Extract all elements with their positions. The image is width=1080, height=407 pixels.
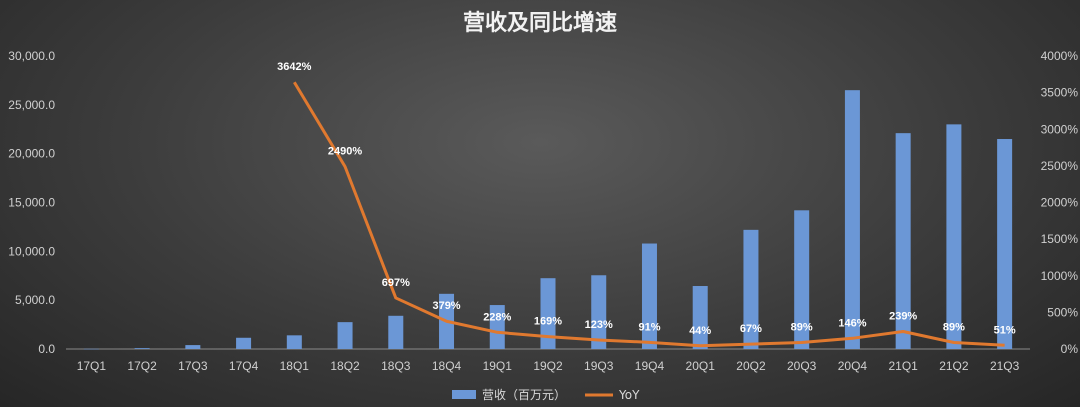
right-tick-label: 3500% <box>1041 86 1079 100</box>
right-axis-ticks: 0% 500% 1000% 1500% 2000% 2500% 3000% 3500% 4000… <box>1041 49 1079 356</box>
category-label: 21Q3 <box>990 359 1020 373</box>
category-label: 18Q1 <box>280 359 310 373</box>
legend-revenue-swatch <box>452 390 476 399</box>
revenue-bar <box>134 348 150 349</box>
revenue-bar <box>286 335 302 349</box>
left-tick-label: 10,000.0 <box>8 244 55 258</box>
revenue-bar <box>895 133 911 349</box>
left-tick-label: 15,000.0 <box>8 196 55 210</box>
yoy-data-label: 169% <box>534 316 562 328</box>
legend-yoy-label: YoY <box>618 388 640 402</box>
yoy-data-labels: 3642% 2490% 697% 379% 228% 169% 123% 91% 44% 67% 8… <box>277 61 1016 337</box>
category-label: 18Q3 <box>381 359 411 373</box>
revenue-bar <box>641 243 657 349</box>
yoy-data-label: 67% <box>740 323 762 335</box>
yoy-data-label: 379% <box>432 300 460 312</box>
left-tick-label: 0.0 <box>38 342 55 356</box>
left-tick-label: 5,000.0 <box>15 293 55 307</box>
revenue-bar <box>997 139 1013 349</box>
yoy-data-label: 3642% <box>277 61 311 73</box>
category-label: 17Q1 <box>77 359 107 373</box>
yoy-data-label: 51% <box>994 324 1016 336</box>
revenue-bar <box>844 90 860 349</box>
category-label: 18Q2 <box>330 359 360 373</box>
yoy-data-label: 44% <box>689 325 711 337</box>
yoy-data-label: 228% <box>483 311 511 323</box>
yoy-line-layer <box>293 81 1005 348</box>
yoy-data-label: 2490% <box>328 146 362 158</box>
yoy-data-label: 123% <box>585 319 613 331</box>
yoy-data-label: 697% <box>382 277 410 289</box>
left-tick-label: 20,000.0 <box>8 147 55 161</box>
yoy-data-label: 146% <box>838 317 866 329</box>
right-tick-label: 1000% <box>1041 269 1079 283</box>
category-label: 17Q4 <box>229 359 259 373</box>
category-label: 17Q3 <box>178 359 208 373</box>
revenue-bar <box>743 229 759 349</box>
yoy-data-label: 89% <box>791 321 813 333</box>
revenue-bar <box>185 345 201 349</box>
right-tick-label: 2000% <box>1041 196 1079 210</box>
chart-title: 营收及同比增速 <box>463 10 617 36</box>
right-tick-label: 0% <box>1061 342 1079 356</box>
category-label: 17Q2 <box>127 359 157 373</box>
revenue-bar <box>794 210 810 349</box>
left-tick-label: 25,000.0 <box>8 98 55 112</box>
legend: 营收（百万元） YoY <box>452 388 640 402</box>
category-label: 20Q3 <box>787 359 817 373</box>
revenue-bars <box>83 90 1013 350</box>
right-tick-label: 500% <box>1047 305 1078 319</box>
category-label: 19Q2 <box>533 359 563 373</box>
category-label: 21Q2 <box>939 359 969 373</box>
yoy-data-label: 239% <box>889 310 917 322</box>
category-labels: 17Q1 17Q2 17Q3 17Q4 18Q1 18Q2 18Q3 18Q4 19Q1 19Q2… <box>77 359 1020 373</box>
yoy-data-label: 89% <box>943 321 965 333</box>
right-tick-label: 4000% <box>1041 49 1079 63</box>
revenue-bar <box>489 305 505 349</box>
category-label: 21Q1 <box>888 359 918 373</box>
yoy-data-label: 91% <box>638 321 660 333</box>
revenue-bar <box>236 337 252 349</box>
category-label: 20Q1 <box>686 359 716 373</box>
revenue-bar <box>591 275 607 349</box>
revenue-bar <box>83 348 99 350</box>
revenue-bar <box>540 278 556 349</box>
category-label: 20Q2 <box>736 359 766 373</box>
category-label: 19Q3 <box>584 359 614 373</box>
category-label: 18Q4 <box>432 359 462 373</box>
revenue-bar <box>692 286 708 349</box>
legend-revenue-label: 营收（百万元） <box>482 388 566 402</box>
left-axis-ticks: 0.0 5,000.0 10,000.0 15,000.0 20,000.0 25,000… <box>8 49 55 356</box>
right-tick-label: 1500% <box>1041 232 1079 246</box>
yoy-line <box>293 81 1005 348</box>
category-label: 19Q4 <box>635 359 665 373</box>
right-tick-label: 2500% <box>1041 159 1079 173</box>
left-tick-label: 30,000.0 <box>8 49 55 63</box>
revenue-bar <box>946 124 962 349</box>
right-tick-label: 3000% <box>1041 122 1079 136</box>
category-label: 20Q4 <box>838 359 868 373</box>
revenue-bar <box>337 322 353 349</box>
category-label: 19Q1 <box>483 359 513 373</box>
revenue-bar <box>388 315 404 349</box>
